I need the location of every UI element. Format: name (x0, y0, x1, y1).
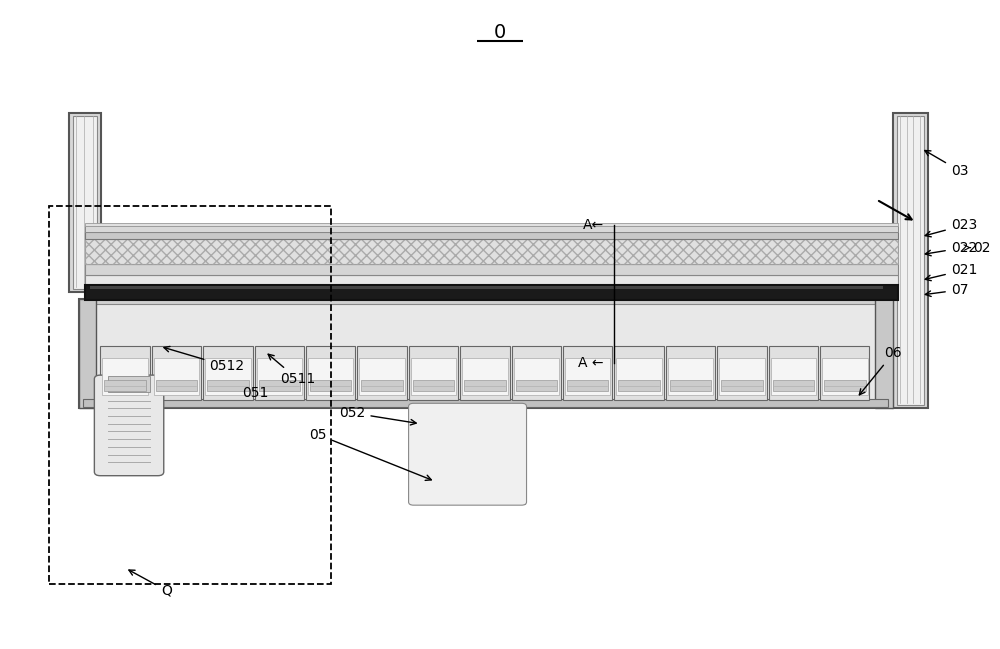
Bar (152, 346, 201, 400)
Bar (205, 358, 251, 395)
Bar (102, 358, 148, 395)
Bar (259, 380, 300, 391)
Bar (73, 116, 97, 289)
Text: 05: 05 (309, 428, 431, 480)
Bar (79, 299, 893, 408)
Bar (409, 346, 458, 400)
Text: 023: 023 (925, 218, 977, 237)
Bar (719, 358, 765, 395)
Text: 0512: 0512 (164, 347, 244, 373)
Bar (670, 380, 711, 391)
Bar (514, 358, 559, 395)
Bar (359, 358, 405, 395)
Bar (361, 380, 403, 391)
Bar (100, 346, 150, 400)
Text: Q: Q (129, 570, 172, 597)
Text: 052: 052 (339, 406, 416, 425)
Bar (717, 346, 767, 400)
Bar (69, 113, 101, 293)
Bar (668, 358, 713, 395)
Text: 0511: 0511 (268, 354, 315, 386)
Bar (565, 358, 610, 395)
Bar (85, 227, 898, 232)
Text: 07: 07 (925, 283, 968, 297)
Text: 022: 022 (925, 241, 977, 256)
Bar (85, 232, 898, 239)
Bar (85, 263, 898, 275)
Bar (203, 346, 253, 400)
Text: 06: 06 (859, 347, 902, 395)
Text: A←: A← (583, 218, 604, 232)
Bar (512, 346, 561, 400)
Bar (411, 404, 525, 504)
Bar (666, 346, 715, 400)
Text: 03: 03 (925, 151, 968, 178)
Bar (897, 116, 924, 404)
Bar (822, 358, 868, 395)
FancyBboxPatch shape (94, 375, 164, 476)
Bar (85, 285, 898, 300)
Bar (773, 380, 814, 391)
Bar (460, 346, 510, 400)
Bar (820, 346, 869, 400)
Bar (104, 380, 146, 391)
Bar (85, 239, 898, 263)
Text: 021: 021 (925, 263, 977, 281)
Bar (411, 358, 456, 395)
Bar (257, 358, 302, 395)
Bar (614, 346, 664, 400)
Bar (516, 380, 557, 391)
Bar (416, 408, 520, 500)
Bar (306, 346, 355, 400)
Text: A ←: A ← (578, 356, 604, 370)
Bar (462, 358, 508, 395)
Bar (86, 304, 885, 402)
Bar (85, 239, 898, 263)
Bar (357, 346, 407, 400)
Bar (255, 346, 304, 400)
Bar (616, 358, 662, 395)
Bar (156, 380, 197, 391)
Bar (413, 380, 454, 391)
Bar (79, 299, 96, 408)
Bar (85, 223, 898, 227)
Bar (207, 380, 249, 391)
Text: 02: 02 (974, 241, 991, 254)
Bar (567, 380, 608, 391)
Bar (893, 113, 928, 408)
Bar (824, 380, 866, 391)
Bar (618, 380, 660, 391)
Bar (49, 206, 331, 584)
Bar (563, 346, 612, 400)
Bar (721, 380, 763, 391)
Bar (85, 275, 898, 285)
Bar (769, 346, 818, 400)
Bar (310, 380, 351, 391)
Bar (83, 399, 888, 406)
FancyBboxPatch shape (409, 403, 527, 505)
Bar (108, 376, 150, 392)
Text: 0: 0 (494, 23, 506, 42)
Bar (154, 358, 199, 395)
Bar (771, 358, 816, 395)
Text: 051: 051 (242, 386, 268, 400)
Bar (464, 380, 506, 391)
Bar (875, 299, 893, 408)
Bar (90, 286, 883, 289)
Bar (308, 358, 353, 395)
